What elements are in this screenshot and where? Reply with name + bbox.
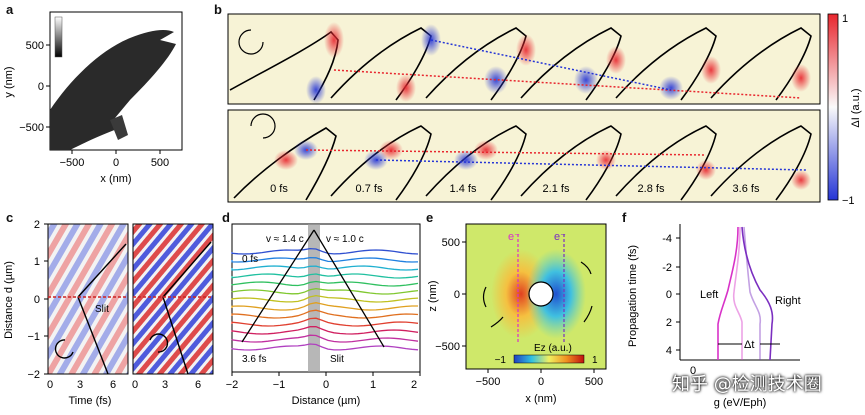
e-ytick-2: 0 <box>454 289 460 301</box>
e-cbar-max: 1 <box>592 355 598 366</box>
panel-a-label: a <box>6 2 14 17</box>
b-time-4: 2.1 fs <box>543 183 570 195</box>
d-xtick-1: −2 <box>226 379 239 391</box>
d-t-start: 0 fs <box>242 254 258 265</box>
panel-b-snapshots: 0 fs 0.7 fs 1.4 fs 2.1 fs 2.8 fs 3.6 fs <box>227 13 821 203</box>
c-xtick-l1: 0 <box>47 379 53 391</box>
panel-f-plot: -4 -2 0 2 4 Left Right Δt 0 g (eV/Eph) P… <box>627 224 801 409</box>
panel-b-colorbar: 1 −1 ΔI (a.u.) <box>827 13 862 207</box>
a-ytick-3: −500 <box>19 122 44 134</box>
a-xlabel: x (nm) <box>100 173 131 185</box>
d-trace <box>231 326 419 335</box>
c-xtick-r3: 6 <box>195 379 201 391</box>
c-ytick-4: −1 <box>27 331 40 343</box>
b-time-3: 1.4 fs <box>450 183 477 195</box>
a-xtick-1: −500 <box>60 157 85 169</box>
f-ytick-2: -2 <box>662 262 672 274</box>
e-xtick-1: −500 <box>476 376 501 388</box>
b-time-1: 0 fs <box>270 183 288 195</box>
f-ytick-1: -4 <box>662 233 672 245</box>
c-slit-label: Slit <box>95 304 109 315</box>
f-right-label: Right <box>775 295 801 307</box>
f-xlabel: g (eV/Eph) <box>714 397 767 409</box>
b-time-2: 0.7 fs <box>356 183 383 195</box>
panel-e-label: e <box>426 210 434 225</box>
c-xlabel: Time (fs) <box>69 395 112 407</box>
d-slit-label: Slit <box>330 354 344 365</box>
a-xtick-2: 0 <box>113 157 119 169</box>
b-cbar-label: ΔI (a.u.) <box>850 88 862 127</box>
panel-c-plot: Slit 2 1 0 −1 −2 0 3 6 0 3 6 Time (fs) D… <box>3 219 214 407</box>
d-trace <box>231 334 419 343</box>
e-ylabel: z (nm) <box>427 280 439 311</box>
panel-b-label: b <box>214 2 222 17</box>
d-xtick-5: 2 <box>411 379 417 391</box>
c-ylabel: Distance d (µm) <box>3 261 15 339</box>
a-ytick-1: 500 <box>26 40 44 52</box>
b-time-5: 2.8 fs <box>638 183 665 195</box>
f-xtick-partial: 0 <box>690 365 696 377</box>
e-cbar-min: −1 <box>495 355 507 366</box>
d-trace <box>231 317 419 327</box>
panel-e-plot: e⁻ e⁻ −1 1 Ez (a.u.) 500 0 −500 −500 0 5… <box>427 223 607 405</box>
d-trace <box>231 294 419 303</box>
c-ytick-3: 0 <box>34 294 40 306</box>
d-xlabel: Distance (µm) <box>292 395 361 407</box>
f-left-label: Left <box>700 289 718 301</box>
d-trace <box>231 256 419 263</box>
d-trace <box>231 287 419 295</box>
d-t-end: 3.6 fs <box>242 354 266 365</box>
e-xlabel: x (nm) <box>525 393 556 405</box>
e-electron-left: e⁻ <box>508 231 520 243</box>
d-xtick-2: −1 <box>273 379 286 391</box>
f-ylabel: Propagation time (fs) <box>627 245 639 347</box>
d-v-left: v ≈ 1.4 c <box>266 234 304 245</box>
f-ytick-3: 0 <box>666 289 672 301</box>
f-dt-label: Δt <box>744 339 754 351</box>
panel-c-label: c <box>6 210 14 225</box>
d-xtick-3: 0 <box>323 379 329 391</box>
a-ytick-2: 0 <box>38 81 44 93</box>
b-cbar-min: −1 <box>842 195 855 207</box>
b-cbar-max: 1 <box>842 13 848 25</box>
e-electron-right: e⁻ <box>554 231 566 243</box>
d-xtick-4: 1 <box>370 379 376 391</box>
b-time-6: 3.6 fs <box>733 183 760 195</box>
c-xtick-l2: 3 <box>77 379 83 391</box>
c-xtick-l3: 6 <box>110 379 116 391</box>
panel-d-label: d <box>222 210 230 225</box>
f-ytick-5: 4 <box>666 345 672 357</box>
d-trace <box>231 273 419 279</box>
e-cbar-label: Ez (a.u.) <box>534 343 572 354</box>
c-ytick-5: −2 <box>27 369 40 381</box>
d-v-right: v ≈ 1.0 c <box>326 234 364 245</box>
a-xtick-3: 500 <box>151 157 169 169</box>
d-trace <box>231 265 419 271</box>
e-ytick-3: −500 <box>435 341 460 353</box>
c-ytick-1: 2 <box>34 219 40 231</box>
a-ylabel: y (nm) <box>3 66 15 97</box>
f-ytick-4: 2 <box>666 317 672 329</box>
e-xtick-3: 500 <box>585 376 603 388</box>
c-xtick-r1: 0 <box>132 379 138 391</box>
e-xtick-2: 0 <box>538 376 544 388</box>
d-trace <box>231 302 418 311</box>
panel-a-micrograph: −500 0 500 500 0 −500 x (nm) y (nm) <box>3 11 183 185</box>
panel-d-plot: v ≈ 1.4 c v ≈ 1.0 c 0 fs 3.6 fs Slit −2 … <box>226 223 421 407</box>
d-trace <box>231 280 419 287</box>
d-trace <box>231 247 419 255</box>
panel-f-label: f <box>622 210 627 225</box>
e-ytick-1: 500 <box>442 237 460 249</box>
d-trace <box>231 343 419 351</box>
watermark: 知乎 @检测技术圈 <box>672 374 822 395</box>
c-ytick-2: 1 <box>34 256 40 268</box>
c-xtick-r2: 3 <box>162 379 168 391</box>
